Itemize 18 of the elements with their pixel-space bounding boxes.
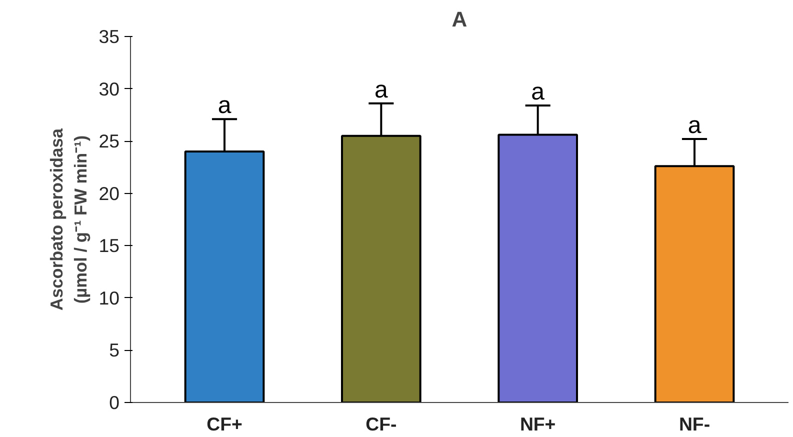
annotation: a <box>374 76 388 104</box>
y-tick-label: 25 <box>98 130 120 152</box>
annotation: a <box>688 112 702 139</box>
y-tick-label: 35 <box>98 26 120 47</box>
x-tick-label: CF- <box>366 414 397 434</box>
x-tick-label: NF- <box>678 414 710 434</box>
chart-title: A <box>452 8 468 32</box>
y-tick-label: 0 <box>109 392 120 413</box>
x-tick-label: NF+ <box>520 414 556 434</box>
y-tick-label: 5 <box>109 340 120 361</box>
y-tick-label: 30 <box>98 78 120 100</box>
annotation: a <box>218 92 232 120</box>
y-tick-label: 15 <box>98 235 120 256</box>
annotation: a <box>531 78 546 106</box>
y-tick-label: 10 <box>98 287 120 308</box>
y-axis-title: Ascorbato peroxidasa (µmol / g⁻¹ FW min⁻¹) <box>46 128 91 310</box>
y-tick-label: 20 <box>98 182 120 204</box>
x-tick-label: CF+ <box>206 414 242 434</box>
